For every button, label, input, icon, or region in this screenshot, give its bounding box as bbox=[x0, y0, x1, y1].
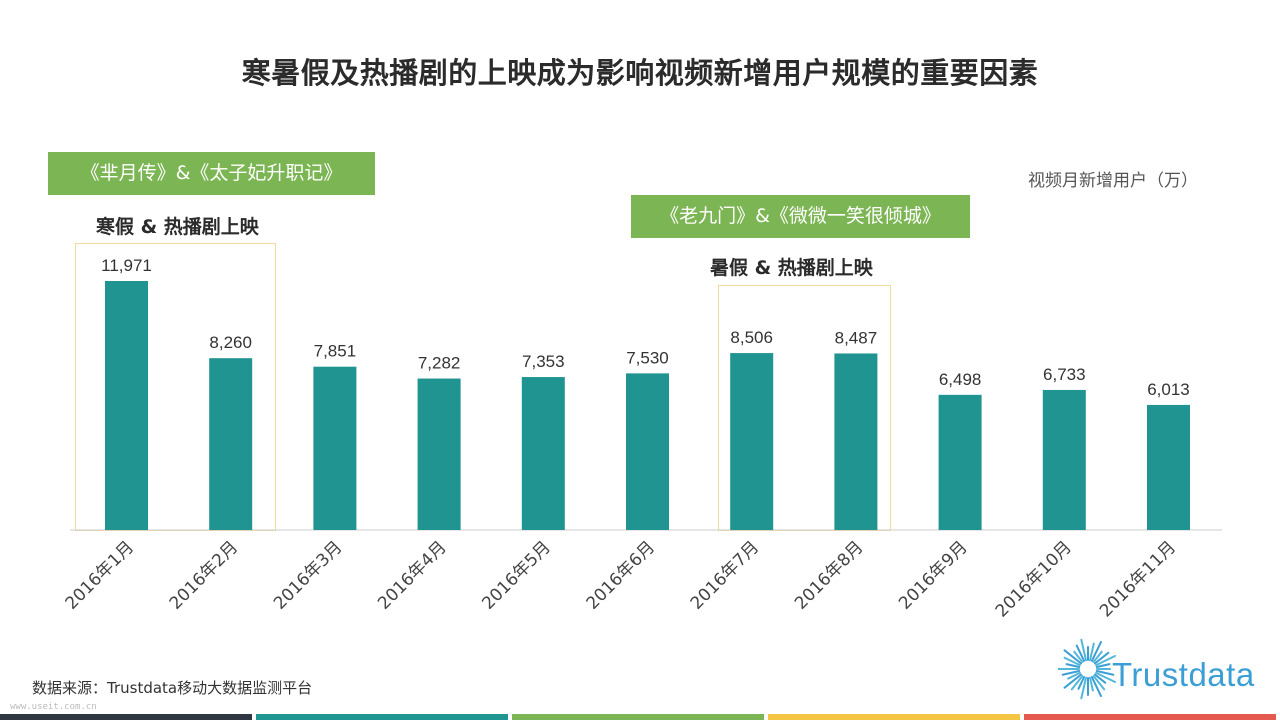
data-label: 7,851 bbox=[314, 342, 357, 361]
x-tick-label: 2016年2月 bbox=[166, 537, 242, 613]
x-tick-label: 2016年9月 bbox=[895, 537, 971, 613]
unit-label: 视频月新增用户（万） bbox=[1028, 171, 1198, 191]
data-label: 7,530 bbox=[626, 348, 669, 367]
summer-dramas-banner: 《老九门》&《微微一笑很倾城》 bbox=[631, 195, 970, 238]
winter-label: 寒假 & 热播剧上映 bbox=[96, 216, 259, 238]
watermark: www.useit.com.cn bbox=[10, 702, 97, 712]
x-tick-label: 2016年5月 bbox=[478, 537, 554, 613]
bar bbox=[1147, 404, 1190, 530]
bar bbox=[730, 353, 774, 530]
bar bbox=[626, 373, 669, 530]
bar bbox=[417, 378, 461, 530]
x-tick-label: 2016年3月 bbox=[270, 537, 346, 613]
footer-stripe bbox=[256, 714, 508, 720]
data-label: 7,353 bbox=[522, 352, 565, 371]
x-tick-label: 2016年4月 bbox=[374, 537, 450, 613]
bar bbox=[209, 358, 253, 530]
x-tick-label: 2016年11月 bbox=[1096, 537, 1180, 621]
x-tick-label: 2016年10月 bbox=[992, 537, 1076, 621]
x-tick-label: 2016年6月 bbox=[583, 537, 659, 613]
bar bbox=[834, 353, 878, 530]
bar bbox=[1042, 389, 1086, 530]
logo-text: Trustdata bbox=[1112, 656, 1255, 693]
bar bbox=[105, 281, 148, 530]
bar bbox=[313, 366, 357, 530]
data-label: 11,971 bbox=[101, 256, 152, 275]
summer-label: 暑假 & 热播剧上映 bbox=[710, 257, 873, 279]
data-source: 数据来源：Trustdata移动大数据监测平台 bbox=[32, 679, 313, 697]
data-label: 7,282 bbox=[418, 354, 461, 373]
winter-dramas-banner: 《芈月传》&《太子妃升职记》 bbox=[48, 152, 375, 195]
trustdata-logo-icon bbox=[1058, 638, 1117, 700]
footer-stripe bbox=[512, 714, 764, 720]
x-tick-label: 2016年7月 bbox=[687, 537, 763, 613]
data-label: 8,260 bbox=[209, 333, 252, 352]
bar bbox=[521, 377, 565, 530]
x-tick-label: 2016年1月 bbox=[62, 537, 138, 613]
footer-color-stripes bbox=[0, 714, 1280, 720]
footer-stripe bbox=[0, 714, 252, 720]
x-tick-label: 2016年8月 bbox=[791, 537, 867, 613]
data-label: 6,013 bbox=[1147, 380, 1190, 399]
data-label: 6,498 bbox=[939, 370, 982, 389]
bar bbox=[938, 394, 982, 530]
data-label: 8,506 bbox=[730, 328, 773, 347]
footer-stripe bbox=[768, 714, 1020, 720]
page-title: 寒暑假及热播剧的上映成为影响视频新增用户规模的重要因素 bbox=[241, 56, 1039, 90]
data-label: 6,733 bbox=[1043, 365, 1086, 384]
data-label: 8,487 bbox=[835, 328, 878, 347]
footer-stripe bbox=[1024, 714, 1276, 720]
